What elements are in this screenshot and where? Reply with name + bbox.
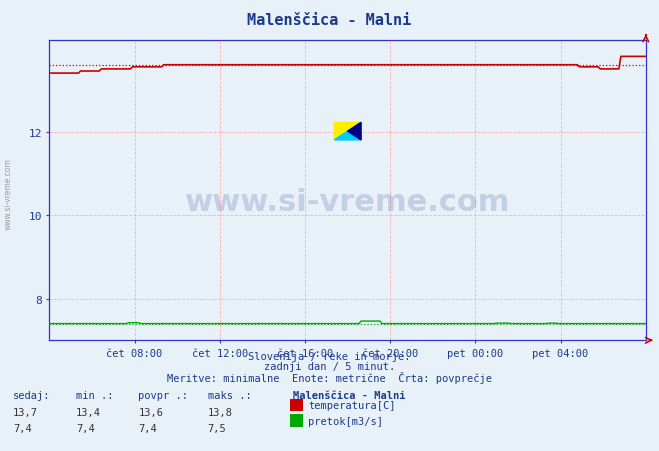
Text: temperatura[C]: temperatura[C] <box>308 400 396 410</box>
Text: Malenščica - Malni: Malenščica - Malni <box>247 13 412 28</box>
Polygon shape <box>348 123 361 141</box>
Polygon shape <box>334 123 361 141</box>
Text: Meritve: minimalne  Enote: metrične  Črta: povprečje: Meritve: minimalne Enote: metrične Črta:… <box>167 371 492 383</box>
Text: 13,4: 13,4 <box>76 407 101 417</box>
Text: min .:: min .: <box>76 390 113 400</box>
Text: zadnji dan / 5 minut.: zadnji dan / 5 minut. <box>264 361 395 371</box>
Text: 13,7: 13,7 <box>13 407 38 417</box>
Text: 7,4: 7,4 <box>13 423 32 433</box>
Text: maks .:: maks .: <box>208 390 251 400</box>
Text: 7,5: 7,5 <box>208 423 226 433</box>
Polygon shape <box>334 123 361 141</box>
Text: Malenščica - Malni: Malenščica - Malni <box>293 390 406 400</box>
Text: 7,4: 7,4 <box>76 423 94 433</box>
Text: 13,8: 13,8 <box>208 407 233 417</box>
Text: 7,4: 7,4 <box>138 423 157 433</box>
Text: 13,6: 13,6 <box>138 407 163 417</box>
Text: Slovenija / reke in morje.: Slovenija / reke in morje. <box>248 351 411 361</box>
Text: www.si-vreme.com: www.si-vreme.com <box>185 188 510 217</box>
Text: pretok[m3/s]: pretok[m3/s] <box>308 416 384 426</box>
Text: povpr .:: povpr .: <box>138 390 188 400</box>
Text: sedaj:: sedaj: <box>13 390 51 400</box>
Text: www.si-vreme.com: www.si-vreme.com <box>3 158 13 230</box>
